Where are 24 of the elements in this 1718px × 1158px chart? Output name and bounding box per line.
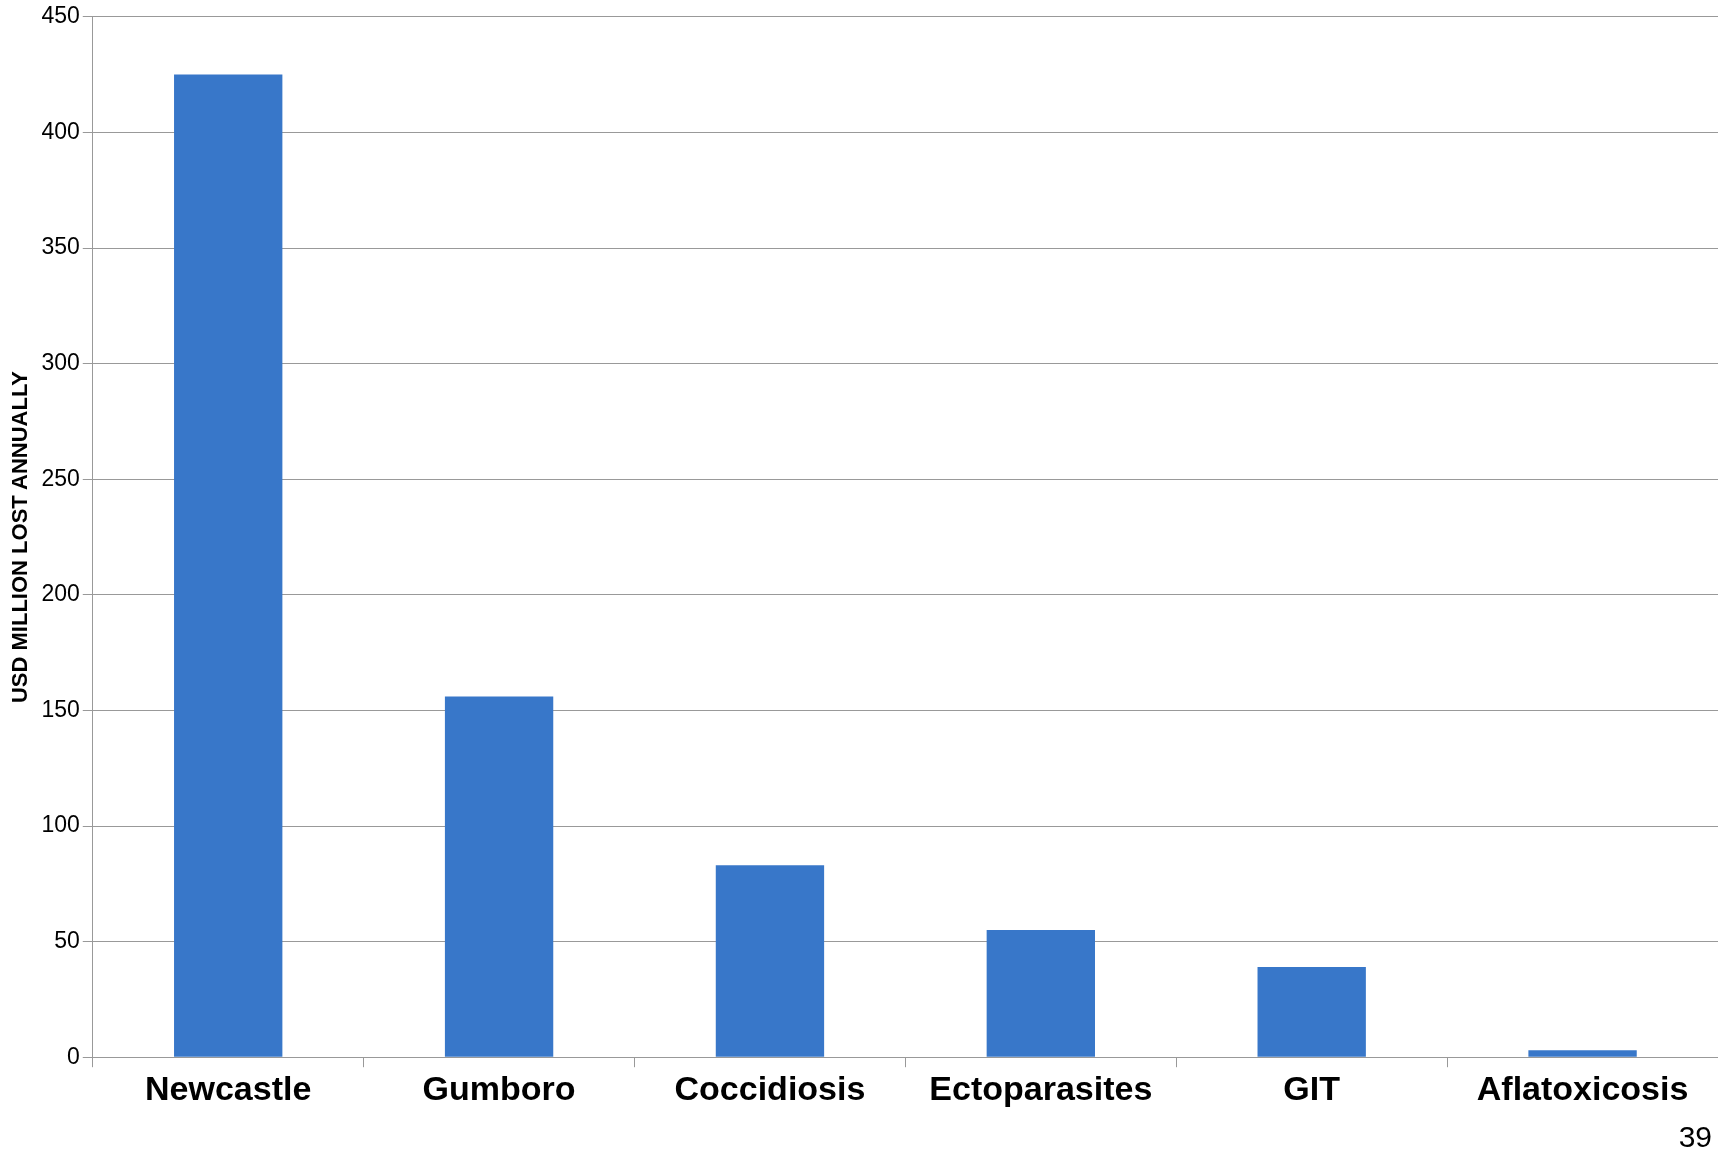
bar: [986, 930, 1095, 1057]
bar: [444, 696, 554, 1057]
y-tick-label: 250: [41, 464, 80, 491]
bar: [174, 74, 283, 1057]
text: 39: [1678, 1120, 1712, 1154]
y-tick-label: 0: [66, 1042, 80, 1069]
y-tick-label: 450: [41, 2, 80, 29]
bar: [1257, 967, 1366, 1057]
y-tick-label: 100: [41, 811, 80, 838]
x-tick-label: Gumboro: [422, 1068, 576, 1107]
x-tick-label: Coccidiosis: [674, 1068, 866, 1107]
y-tick-label: 350: [41, 233, 80, 260]
x-tick-label: Newcastle: [145, 1068, 312, 1107]
bar: [1528, 1050, 1637, 1057]
x-tick-label: GIT: [1283, 1068, 1341, 1107]
x-tick-label: Aflatoxicosis: [1476, 1068, 1689, 1107]
y-tick-label: 300: [41, 348, 80, 375]
bar: [715, 865, 825, 1057]
x-tick-label: Ectoparasites: [929, 1068, 1153, 1107]
y-axis-title: USD MILLION LOST ANNUALLY: [7, 370, 33, 704]
y-tick-label: 50: [54, 926, 80, 953]
y-tick-label: 400: [41, 117, 80, 144]
y-tick-label: 150: [41, 695, 80, 722]
y-tick-label: 200: [41, 580, 80, 607]
